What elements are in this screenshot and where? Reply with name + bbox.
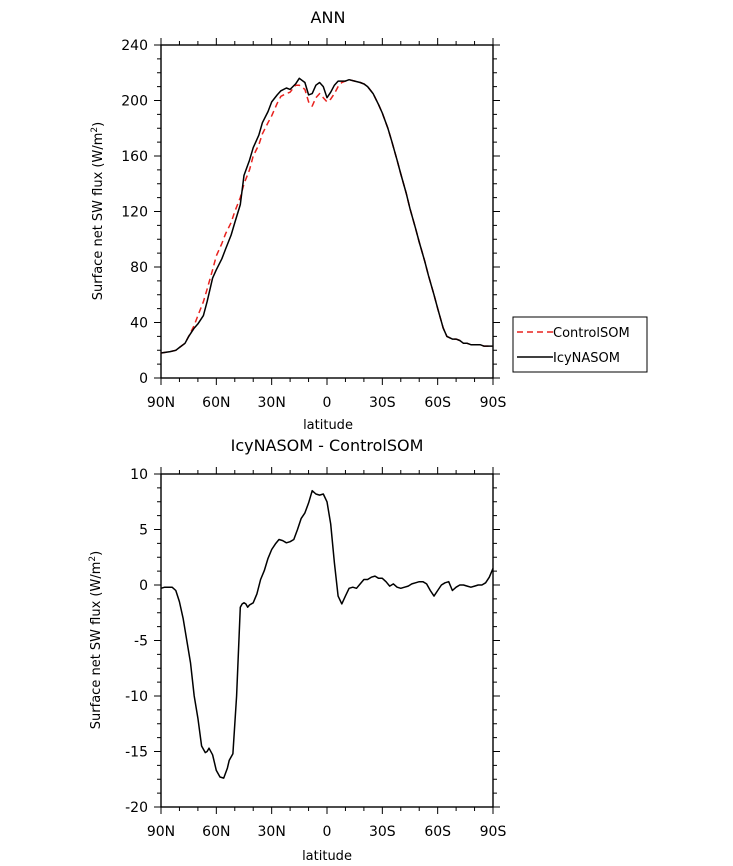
y-tick-label: 40 (130, 316, 148, 332)
plot-frame (160, 473, 494, 808)
legend-box (512, 316, 648, 373)
y-tick-label: 160 (121, 149, 148, 165)
y-tick-label: 200 (121, 94, 148, 110)
x-tick-label: 60S (424, 824, 451, 840)
legend: ControlSOM IcyNASOM (512, 316, 648, 373)
y-tick-label: 10 (130, 467, 148, 483)
x-tick-label: 60S (424, 395, 451, 411)
x-tick-label: 0 (323, 824, 332, 840)
x-tick-label: 30S (369, 824, 396, 840)
y-tick-labels: -20 -15 -10 -5 0 5 10 (125, 467, 148, 816)
x-tick-label: 30N (258, 824, 286, 840)
y-tick-label: 0 (139, 578, 148, 594)
y-tick-labels: 0 40 80 120 160 200 240 (121, 38, 148, 387)
y-tick-label: 120 (121, 205, 148, 221)
axis-ticks (154, 38, 500, 385)
x-axis-label: latitude (302, 849, 352, 864)
x-tick-labels: 90N 60N 30N 0 30S 60S 90S (147, 824, 507, 840)
y-tick-label: 80 (130, 260, 148, 276)
chart-panel-ann: ANN 90N 60N 30N 0 30S 60S 90S 0 40 80 120 160 200 24… (90, 8, 648, 433)
x-tick-label: 60N (202, 824, 230, 840)
chart-panel-difference: IcyNASOM - ControlSOM 90N 60N 30N 0 30S 60S 90… (88, 436, 506, 864)
y-tick-label: 5 (139, 523, 148, 539)
y-axis-label-superscript: 2 (88, 556, 98, 562)
y-tick-label: -10 (125, 689, 148, 705)
series-lines (160, 489, 494, 779)
series-lines (160, 77, 493, 354)
x-tick-label: 60N (202, 395, 230, 411)
x-tick-label: 30N (258, 395, 286, 411)
legend-label-icynasom: IcyNASOM (553, 351, 620, 366)
x-tick-label: 90N (147, 824, 175, 840)
x-axis-label: latitude (303, 418, 353, 433)
series-line-controlsom (160, 78, 493, 354)
y-axis-label-close: ) (89, 551, 104, 556)
x-tick-label: 90N (147, 395, 175, 411)
y-tick-label: 240 (121, 38, 148, 54)
chart-title: IcyNASOM - ControlSOM (231, 436, 424, 455)
y-tick-label: -5 (134, 634, 148, 650)
y-tick-label: 0 (139, 371, 148, 387)
y-tick-label: -20 (125, 800, 148, 816)
series-line-difference (160, 489, 494, 779)
x-tick-label: 0 (323, 395, 332, 411)
y-axis-label-superscript: 2 (90, 127, 100, 133)
y-axis-label-close: ) (91, 122, 106, 127)
x-tick-label: 90S (480, 395, 507, 411)
legend-label-controlsom: ControlSOM (553, 326, 630, 341)
y-axis-label-text: Surface net SW flux (W/m (91, 133, 106, 301)
x-tick-label: 90S (480, 824, 507, 840)
y-axis-label: Surface net SW flux (W/m2) (88, 551, 104, 729)
y-tick-label: -15 (125, 745, 148, 761)
chart-title: ANN (311, 8, 346, 27)
axis-ticks (154, 467, 500, 814)
x-tick-label: 30S (369, 395, 396, 411)
x-tick-labels: 90N 60N 30N 0 30S 60S 90S (147, 395, 507, 411)
series-line-icynasom (160, 77, 493, 354)
y-axis-label-text: Surface net SW flux (W/m (89, 562, 104, 730)
y-axis-label: Surface net SW flux (W/m2) (90, 122, 106, 300)
